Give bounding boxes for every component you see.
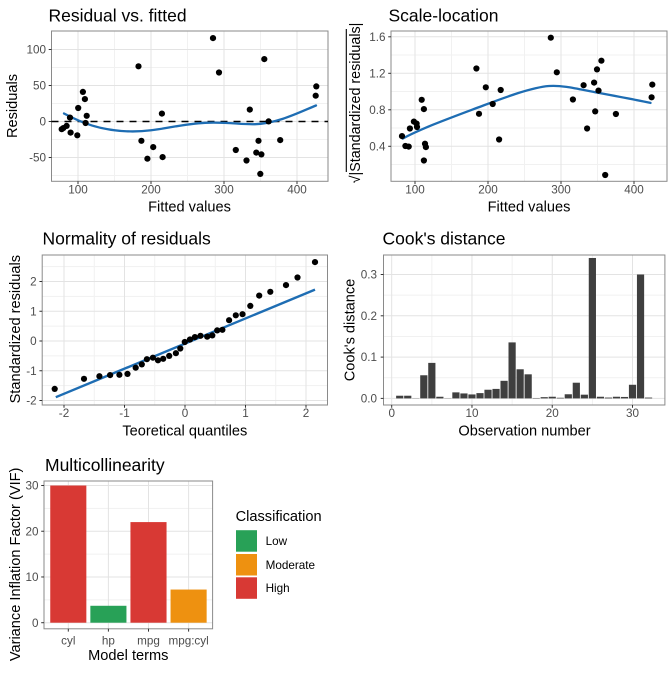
svg-text:0.2: 0.2 — [361, 310, 377, 323]
svg-text:mpg:cyl: mpg:cyl — [168, 635, 208, 648]
svg-text:Cook's distance: Cook's distance — [383, 228, 506, 248]
svg-text:Classification: Classification — [236, 509, 322, 525]
svg-text:Model terms: Model terms — [88, 648, 168, 664]
svg-text:10: 10 — [25, 571, 39, 584]
svg-text:Cook's distance: Cook's distance — [343, 279, 359, 382]
svg-text:0.4: 0.4 — [369, 140, 386, 153]
svg-text:Teoretical quantiles: Teoretical quantiles — [122, 423, 247, 439]
svg-text:-1: -1 — [26, 365, 36, 378]
svg-text:30: 30 — [626, 407, 640, 420]
svg-text:100: 100 — [405, 184, 425, 197]
svg-text:Variance Inflation Factor (VIF: Variance Inflation Factor (VIF) — [8, 468, 24, 662]
svg-text:300: 300 — [214, 184, 234, 197]
svg-text:10: 10 — [465, 407, 479, 420]
svg-text:-2: -2 — [26, 395, 36, 408]
svg-text:Moderate: Moderate — [266, 559, 315, 572]
svg-text:√|Standardized residuals|: √|Standardized residuals| — [348, 23, 364, 184]
svg-text:300: 300 — [551, 184, 571, 197]
svg-text:1: 1 — [242, 407, 249, 420]
svg-text:Residuals: Residuals — [5, 74, 21, 138]
svg-text:100: 100 — [68, 184, 88, 197]
svg-text:0: 0 — [39, 116, 46, 129]
svg-text:Fitted values: Fitted values — [488, 200, 571, 216]
svg-text:Low: Low — [266, 535, 288, 548]
svg-text:Multicollinearity: Multicollinearity — [45, 455, 165, 475]
svg-text:400: 400 — [624, 184, 644, 197]
svg-text:Normality of residuals: Normality of residuals — [43, 228, 211, 248]
svg-text:Standardized residuals: Standardized residuals — [8, 255, 24, 403]
svg-text:hp: hp — [102, 635, 116, 648]
svg-text:200: 200 — [141, 184, 161, 197]
svg-text:0: 0 — [32, 617, 39, 630]
svg-text:Scale-location: Scale-location — [389, 5, 499, 25]
svg-text:20: 20 — [25, 525, 39, 538]
svg-text:cyl: cyl — [61, 635, 75, 648]
svg-text:-1: -1 — [119, 407, 129, 420]
svg-text:-2: -2 — [59, 407, 69, 420]
svg-text:1: 1 — [30, 305, 37, 318]
svg-text:Residual vs. fitted: Residual vs. fitted — [49, 5, 187, 25]
svg-text:1.6: 1.6 — [369, 31, 385, 44]
svg-text:2: 2 — [303, 407, 310, 420]
svg-text:Fitted values: Fitted values — [148, 200, 231, 216]
svg-text:50: 50 — [33, 80, 47, 93]
svg-text:0: 0 — [388, 407, 395, 420]
svg-text:Observation number: Observation number — [458, 423, 590, 439]
svg-text:0: 0 — [182, 407, 189, 420]
svg-text:1.2: 1.2 — [369, 67, 385, 80]
svg-text:High: High — [266, 582, 290, 595]
svg-text:400: 400 — [287, 184, 307, 197]
svg-text:0: 0 — [30, 335, 37, 348]
svg-text:0.1: 0.1 — [361, 351, 377, 364]
svg-text:20: 20 — [546, 407, 560, 420]
svg-text:100: 100 — [26, 44, 46, 57]
svg-text:30: 30 — [25, 480, 39, 493]
svg-text:mpg: mpg — [137, 635, 160, 648]
svg-text:-50: -50 — [29, 152, 46, 165]
svg-text:0.3: 0.3 — [361, 269, 377, 282]
svg-text:0.0: 0.0 — [361, 393, 378, 406]
svg-text:0.8: 0.8 — [369, 104, 385, 117]
svg-text:2: 2 — [30, 276, 37, 289]
svg-text:200: 200 — [478, 184, 498, 197]
